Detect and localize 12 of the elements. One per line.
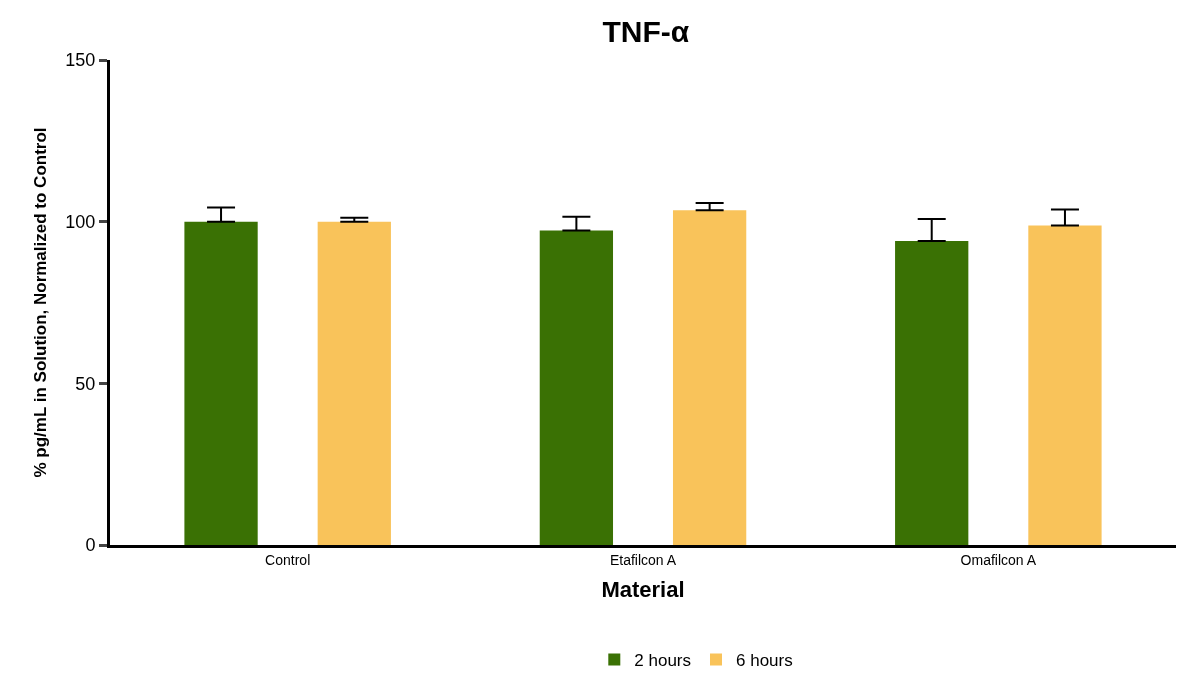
x-tick-label: Etafilcon A — [609, 551, 677, 568]
x-tick-label: Omafilcon A — [960, 551, 1037, 568]
chart-title: TNF-α — [602, 14, 690, 48]
y-tick-label: 50 — [75, 373, 96, 394]
y-tick-label: 150 — [65, 50, 96, 71]
y-tick-label: 0 — [85, 535, 96, 556]
legend-label: 2 hours — [634, 651, 691, 671]
y-axis-title: % pg/mL in Solution, Normalized to Control — [30, 127, 50, 478]
x-axis-title: Material — [601, 576, 685, 602]
legend-label: 6 hours — [736, 651, 793, 671]
x-tick-label: Control — [265, 551, 311, 568]
y-tick-label: 100 — [65, 211, 96, 232]
